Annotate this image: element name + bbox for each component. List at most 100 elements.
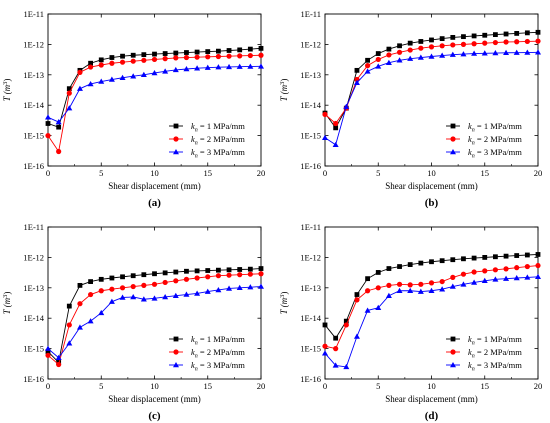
data-point-s2 [460, 41, 467, 48]
x-tick-label: 10 [427, 381, 436, 391]
y-tick-label: 1E-12 [300, 39, 321, 49]
y-tick-label: 1E-13 [23, 70, 44, 80]
data-point-s3 [535, 273, 541, 280]
data-point-s3 [55, 354, 62, 361]
data-point-s3 [236, 63, 243, 69]
data-point-s1 [152, 51, 157, 57]
data-point-s1 [418, 260, 424, 266]
data-point-s3 [353, 79, 360, 85]
data-point-s1 [514, 31, 520, 36]
panel-label: (b) [425, 197, 439, 209]
x-tick-label: 5 [376, 168, 380, 178]
legend-text: = 1 MPa/mm [198, 121, 245, 131]
y-axis-label-sup: 3 [279, 82, 286, 85]
data-point-s2 [503, 39, 509, 45]
data-point-s1 [375, 270, 381, 275]
legend-text: = 1 MPa/mm [198, 334, 245, 344]
data-point-s2 [365, 288, 371, 294]
y-tick-label: 1E-13 [23, 283, 44, 293]
panel-label: (a) [148, 197, 161, 209]
data-point-s3 [45, 114, 51, 120]
data-point-s1 [152, 271, 157, 277]
legend-label: kn = 3 MPa/mm [191, 147, 245, 160]
legend-n: n [195, 367, 198, 373]
data-point-s3 [76, 85, 83, 91]
data-point-s2 [88, 64, 94, 70]
data-point-s3 [140, 296, 147, 302]
y-axis-label: T (m3) [279, 79, 289, 102]
data-point-s2 [514, 265, 520, 271]
data-point-s3 [87, 318, 94, 324]
data-point-s3 [396, 57, 403, 63]
data-point-s3 [226, 285, 233, 291]
data-point-s2 [162, 279, 168, 286]
x-tick-label: 0 [323, 168, 327, 178]
data-point-s1 [354, 67, 360, 73]
data-point-s3 [204, 64, 211, 70]
legend-text: = 3 MPa/mm [475, 360, 522, 370]
data-point-s2 [183, 276, 190, 282]
panel-label: (c) [148, 410, 161, 422]
data-point-s2 [226, 272, 232, 278]
data-point-s1 [503, 31, 509, 37]
data-point-s1 [141, 272, 147, 278]
data-point-s3 [204, 288, 211, 294]
y-tick-label: 1E-14 [300, 313, 322, 323]
data-point-s2 [205, 54, 211, 60]
data-point-s2 [333, 346, 339, 352]
data-point-s2 [77, 301, 83, 307]
data-point-s3 [396, 287, 403, 293]
data-point-s3 [481, 277, 488, 284]
y-tick-label: 1E-16 [23, 161, 44, 171]
data-point-s1 [482, 255, 488, 260]
legend-k: k [468, 147, 472, 157]
y-tick-label: 1E-16 [23, 374, 44, 384]
data-point-s2 [109, 286, 115, 292]
data-point-s1 [493, 32, 498, 38]
data-point-s3 [162, 68, 169, 74]
legend-n: n [472, 128, 475, 134]
legend-marker [450, 123, 456, 129]
data-point-s1 [109, 55, 115, 60]
data-point-s1 [524, 252, 530, 258]
data-point-s2 [45, 133, 51, 139]
data-point-s1 [407, 40, 413, 46]
data-point-s2 [471, 41, 477, 47]
data-point-s2 [141, 282, 147, 288]
y-tick-label: 1E-16 [300, 374, 321, 384]
data-point-s2 [450, 274, 456, 280]
x-tick-label: 15 [204, 381, 213, 391]
data-point-s2 [333, 120, 339, 127]
data-point-s3 [407, 55, 414, 61]
legend-text: = 3 MPa/mm [198, 147, 245, 157]
data-point-s1 [205, 49, 211, 54]
data-point-s3 [322, 350, 328, 356]
legend-k: k [191, 347, 195, 357]
data-point-s3 [513, 49, 520, 55]
y-tick-label: 1E-15 [300, 131, 321, 141]
data-point-s3 [524, 49, 531, 55]
y-axis-label-text: T (m [2, 297, 12, 314]
data-point-s2 [119, 59, 126, 65]
data-point-s3 [449, 51, 456, 57]
legend-k: k [468, 360, 472, 370]
data-point-s2 [119, 285, 126, 291]
y-tick-label: 1E-15 [23, 131, 44, 141]
legend-text: = 3 MPa/mm [475, 147, 522, 157]
y-tick-label: 1E-15 [23, 344, 44, 354]
y-axis-label-text: T (m [2, 84, 12, 101]
data-point-s2 [396, 281, 403, 287]
data-point-s3 [513, 275, 520, 281]
chart-panel-4: 0 5 10 15 20 1E-16 1E-15 1E-14 1E-13 1E-12 1E-11 Sh… [279, 222, 542, 422]
data-point-s2 [535, 38, 541, 44]
data-point-s3 [183, 291, 190, 297]
data-point-s2 [173, 278, 179, 284]
data-point-s3 [215, 64, 222, 70]
y-axis-label: T (m3) [2, 292, 12, 315]
data-point-s2 [524, 263, 530, 270]
data-point-s1 [173, 50, 179, 56]
legend-marker [173, 136, 179, 142]
y-axis-label-sup: 3 [2, 295, 9, 298]
legend-marker [450, 136, 456, 142]
data-point-s3 [503, 49, 510, 56]
